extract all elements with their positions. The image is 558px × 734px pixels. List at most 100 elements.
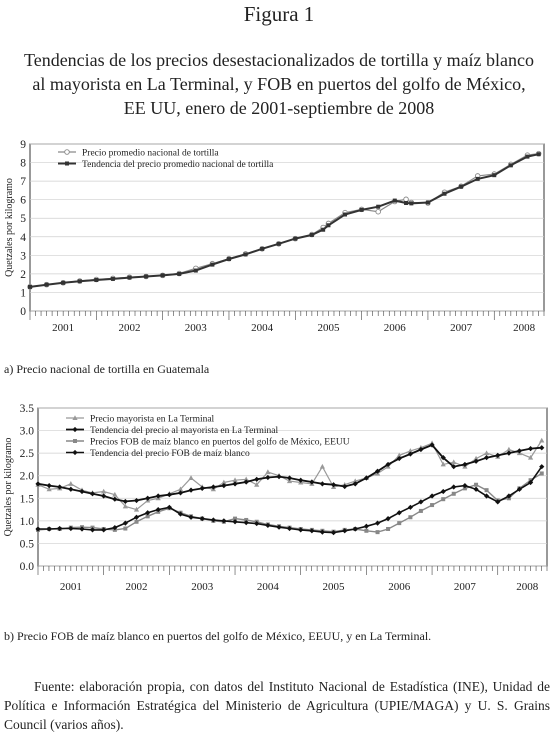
chart-a-svg: 0 1 2 3 4 5 6 7 8 9 2001 2002 2003 2004 2005 2006 2007 20… <box>4 139 545 334</box>
y-axis-label: Quetzales por kilogramo <box>3 438 14 537</box>
caption-b: b) Precio FOB de maíz blanco en puertos … <box>4 629 432 643</box>
data-point <box>430 503 435 508</box>
data-point <box>375 208 381 215</box>
legend-label: Precio mayorista en La Terminal <box>90 415 215 425</box>
y-tick-label: 5 <box>20 213 26 225</box>
chart-panel-a: 0 1 2 3 4 5 6 7 8 9 2001 2002 2003 2004 2005 2006 2007 20… <box>0 136 558 346</box>
data-point <box>429 442 435 448</box>
x-tick-label: 2005 <box>317 322 340 334</box>
data-point <box>396 510 402 516</box>
legend-label: Tendencia del precio FOB de maíz blanco <box>90 449 250 459</box>
data-point <box>442 191 447 196</box>
legend-marker <box>73 439 77 443</box>
data-point <box>396 455 402 462</box>
data-point <box>403 196 409 203</box>
data-point <box>397 521 402 526</box>
x-tick-label: 2001 <box>60 581 82 593</box>
data-point <box>451 484 457 490</box>
x-tick-label: 2004 <box>257 581 280 593</box>
data-point <box>46 526 52 532</box>
x-tick-label: 2007 <box>450 322 473 334</box>
data-point <box>101 493 107 499</box>
data-point <box>298 477 304 483</box>
legend-label: Tendencia del precio promedio nacional d… <box>82 160 274 170</box>
data-point <box>440 488 446 495</box>
data-point <box>473 455 479 461</box>
data-point <box>122 503 128 509</box>
data-point <box>101 488 107 494</box>
data-point <box>473 486 479 492</box>
data-point <box>326 223 331 228</box>
x-tick-label: 2002 <box>126 581 148 593</box>
legend-label: Precio promedio nacional de tortilla <box>82 149 219 159</box>
data-point <box>392 198 397 203</box>
data-point <box>462 486 467 491</box>
data-point <box>46 483 52 489</box>
data-point <box>127 275 132 280</box>
data-point <box>123 526 128 531</box>
y-tick-label: 1.5 <box>20 493 35 505</box>
data-point <box>254 476 260 482</box>
x-tick-label: 2008 <box>516 581 539 593</box>
data-point <box>483 450 490 456</box>
data-point <box>409 201 414 206</box>
y-tick-label: 4 <box>20 232 26 244</box>
data-point <box>243 476 249 482</box>
legend-marker <box>65 161 69 166</box>
x-tick-label: 2007 <box>454 581 477 593</box>
data-point <box>79 526 85 532</box>
chart-b-svg: 0.0 0.5 1.0 1.5 2.0 2.5 3.0 3.5 2001 2002 2003 2004… <box>3 403 548 593</box>
x-tick-label: 2003 <box>185 322 208 334</box>
data-point <box>418 508 423 513</box>
data-point <box>160 273 165 278</box>
y-tick-label: 2.5 <box>20 448 35 460</box>
data-point <box>539 471 544 476</box>
data-point <box>359 207 364 212</box>
data-point <box>473 458 479 464</box>
data-point <box>527 446 534 452</box>
data-point <box>319 481 325 487</box>
data-point <box>440 461 446 467</box>
data-point <box>385 461 391 468</box>
legend-marker <box>72 449 78 456</box>
data-point <box>451 459 457 465</box>
data-point <box>199 485 205 491</box>
data-point <box>508 163 513 168</box>
data-point <box>462 461 468 468</box>
data-point <box>188 487 194 493</box>
caption-a: a) Precio nacional de tortilla en Guatem… <box>4 362 210 376</box>
data-point <box>364 528 369 533</box>
data-point <box>441 497 446 502</box>
figure-title: Tendencias de los precios desestacionali… <box>23 50 535 118</box>
data-point <box>188 475 194 480</box>
data-point <box>495 452 501 458</box>
x-tick-label: 2001 <box>52 322 74 334</box>
series-markers <box>27 150 542 290</box>
data-point <box>145 495 151 501</box>
data-point <box>342 528 348 534</box>
data-point <box>265 469 271 475</box>
x-tick-label: 2002 <box>118 322 140 334</box>
series-line <box>29 153 539 288</box>
y-tick-label: 0.5 <box>20 538 35 550</box>
data-point <box>321 227 326 232</box>
data-point <box>451 491 456 496</box>
data-point <box>112 491 118 497</box>
data-point <box>495 499 501 505</box>
x-tick-label: 2004 <box>251 322 274 334</box>
data-point <box>243 252 248 257</box>
data-point <box>89 491 96 497</box>
data-point <box>110 276 115 281</box>
x-tick-label: 2006 <box>388 581 411 593</box>
data-point <box>133 506 140 512</box>
data-point <box>122 498 128 505</box>
data-point <box>527 454 534 460</box>
data-point <box>376 204 381 209</box>
data-point <box>418 499 424 505</box>
data-point <box>475 176 480 181</box>
y-tick-label: 3.0 <box>20 426 35 438</box>
data-point <box>68 486 74 492</box>
source-note: Fuente: elaboración propia, con datos de… <box>4 679 550 732</box>
x-tick-label: 2008 <box>513 322 536 334</box>
legend-label: Precios FOB de maíz blanco en puertos de… <box>90 437 350 448</box>
